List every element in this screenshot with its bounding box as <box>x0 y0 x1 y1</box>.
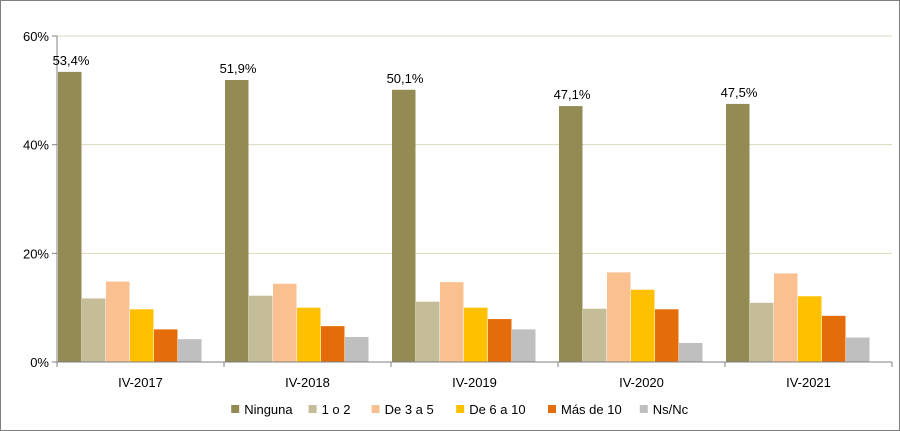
legend: Ninguna 1 o 2 De 3 a 5 De 6 a 10 Más de 10 Ns… <box>231 402 689 417</box>
axes: 0% 20% 40% 60% IV-2017 IV-2018 IV-2019 IV-2020 I… <box>23 29 893 390</box>
legend-label-de-3-a-5: De 3 a 5 <box>385 402 434 417</box>
bar-ninguna-iv-2018 <box>225 80 249 362</box>
y-tick-label: 0% <box>30 355 49 370</box>
bar-de-6-a-10-iv-2017 <box>130 309 154 362</box>
legend-swatch-de-3-a-5 <box>371 405 380 413</box>
bar-m-s-de-10-iv-2019 <box>488 319 512 362</box>
data-label: 47,1% <box>554 87 591 102</box>
bar-ninguna-iv-2019 <box>392 89 416 362</box>
bar-1-o-2-iv-2018 <box>249 295 273 362</box>
x-tick-label: IV-2018 <box>285 375 330 390</box>
legend-label-de-6-a-10: De 6 a 10 <box>469 402 525 417</box>
bar-m-s-de-10-iv-2021 <box>822 315 846 362</box>
bar-de-6-a-10-iv-2019 <box>464 307 488 362</box>
bar-1-o-2-iv-2019 <box>416 301 440 362</box>
bar-m-s-de-10-iv-2017 <box>154 329 178 362</box>
bars <box>58 71 870 363</box>
bar-de-3-a-5-iv-2019 <box>440 282 464 362</box>
bar-ns-nc-iv-2019 <box>512 329 536 362</box>
bar-m-s-de-10-iv-2018 <box>321 326 345 362</box>
labels: 53,4% 51,9% 50,1% 47,1% 47,5% <box>53 53 758 102</box>
bar-de-3-a-5-iv-2021 <box>774 273 798 362</box>
legend-label-1-o-2: 1 o 2 <box>322 402 351 417</box>
gridlines <box>57 35 892 254</box>
legend-label-m-s-de-10: Más de 10 <box>561 402 622 417</box>
bar-de-6-a-10-iv-2021 <box>798 296 822 362</box>
data-label: 47,5% <box>721 85 758 100</box>
bar-ninguna-iv-2021 <box>726 103 750 363</box>
bar-ninguna-iv-2020 <box>559 106 583 362</box>
x-tick-label: IV-2017 <box>118 375 163 390</box>
bar-ns-nc-iv-2021 <box>846 337 870 362</box>
legend-swatch-m-s-de-10 <box>548 405 556 413</box>
bar-de-6-a-10-iv-2018 <box>297 307 321 362</box>
y-tick-label: 20% <box>23 246 49 261</box>
bar-de-3-a-5-iv-2020 <box>607 272 631 362</box>
bar-de-6-a-10-iv-2020 <box>631 289 655 362</box>
bar-de-3-a-5-iv-2018 <box>273 283 297 362</box>
data-label: 51,9% <box>220 61 257 76</box>
x-tick-label: IV-2021 <box>786 375 831 390</box>
bar-1-o-2-iv-2017 <box>82 298 106 362</box>
legend-swatch-1-o-2 <box>308 405 317 413</box>
legend-swatch-de-6-a-10 <box>456 405 465 413</box>
data-label: 53,4% <box>53 53 90 68</box>
bar-ninguna-iv-2017 <box>58 71 82 363</box>
bar-ns-nc-iv-2017 <box>178 339 202 362</box>
y-tick-label: 40% <box>23 138 49 153</box>
bar-ns-nc-iv-2018 <box>345 337 369 362</box>
y-tick-label: 60% <box>23 29 49 44</box>
x-tick-label: IV-2019 <box>452 375 497 390</box>
bar-1-o-2-iv-2020 <box>583 308 607 362</box>
legend-label-ninguna: Ninguna <box>244 402 293 417</box>
x-tick-label: IV-2020 <box>619 375 664 390</box>
legend-label-ns-nc: Ns/Nc <box>653 402 689 417</box>
legend-swatch-ninguna <box>231 405 240 413</box>
bar-m-s-de-10-iv-2020 <box>655 309 679 362</box>
bar-de-3-a-5-iv-2017 <box>106 281 130 362</box>
bar-ns-nc-iv-2020 <box>679 342 703 362</box>
bar-1-o-2-iv-2021 <box>750 302 774 362</box>
legend-swatch-ns-nc <box>639 405 648 413</box>
data-label: 50,1% <box>387 71 424 86</box>
